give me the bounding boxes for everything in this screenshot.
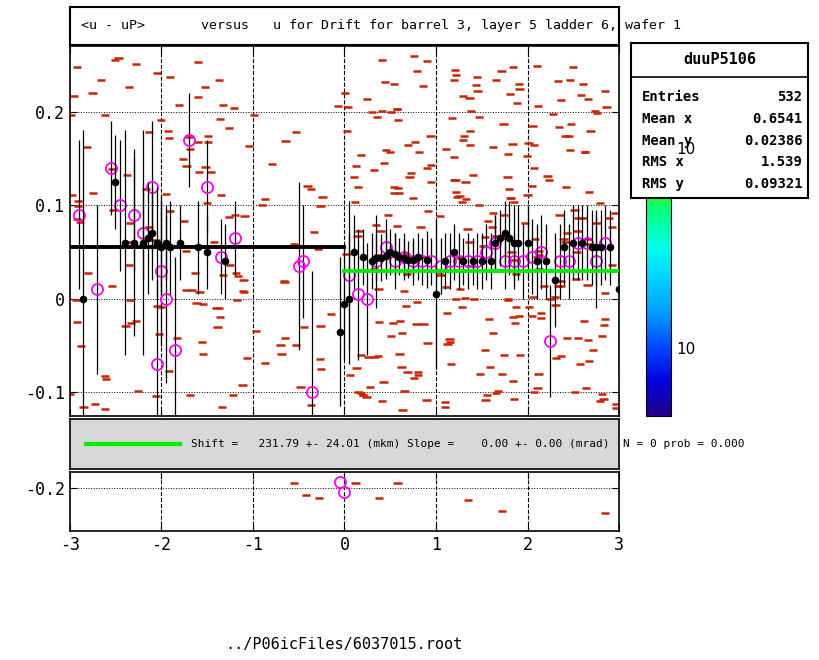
Text: 10: 10 (676, 142, 695, 157)
Text: 0.02386: 0.02386 (743, 133, 802, 148)
Text: <u - uP>       versus   u for Drift for barrel 3, layer 5 ladder 6, wafer 1: <u - uP> versus u for Drift for barrel 3… (80, 19, 680, 32)
Text: duuP5106: duuP5106 (682, 52, 755, 67)
Text: 0.6541: 0.6541 (751, 112, 802, 126)
Text: 0.09321: 0.09321 (743, 177, 802, 191)
Text: 10: 10 (676, 342, 695, 357)
Text: Mean y: Mean y (641, 133, 691, 148)
Text: RMS x: RMS x (641, 155, 683, 170)
Text: Mean x: Mean x (641, 112, 691, 126)
Text: RMS y: RMS y (641, 177, 683, 191)
Text: ../P06icFiles/6037015.root: ../P06icFiles/6037015.root (225, 637, 463, 652)
Text: Entries: Entries (641, 90, 699, 104)
Text: 1.539: 1.539 (759, 155, 802, 170)
Text: Shift =   231.79 +- 24.01 (mkm) Slope =    0.00 +- 0.00 (mrad)  N = 0 prob = 0.0: Shift = 231.79 +- 24.01 (mkm) Slope = 0.… (190, 439, 743, 449)
Text: 532: 532 (776, 90, 802, 104)
